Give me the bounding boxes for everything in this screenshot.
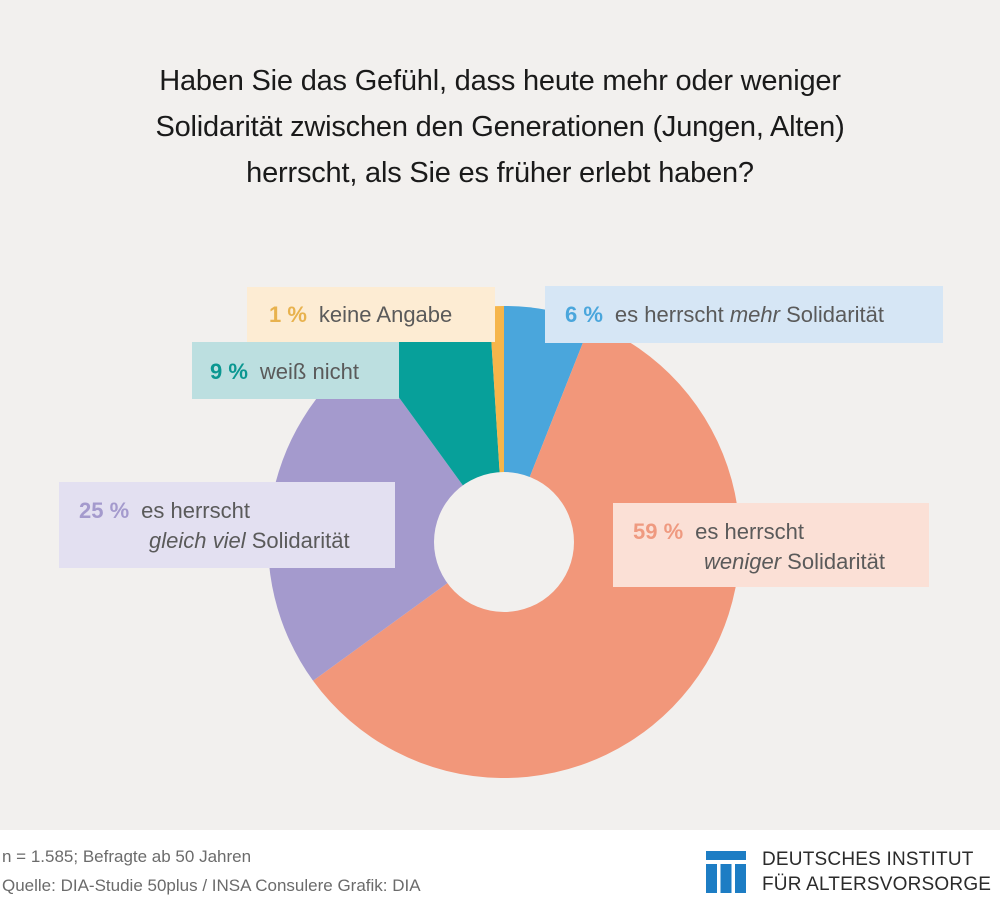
text-gleich-post: Solidarität (245, 528, 350, 553)
text-gleich-em: gleich viel (149, 528, 246, 553)
text-weiss-nicht: weiß nicht (259, 359, 359, 384)
text-weniger-em: weniger (704, 549, 782, 574)
pct-mehr: 6 % (565, 302, 603, 327)
label-mehr-solidaritaet: 6 % es herrscht mehr Solidarität (545, 286, 943, 343)
text-keine-angabe: keine Angabe (318, 302, 453, 327)
label-weiss-nicht: 9 % weiß nicht (192, 342, 399, 399)
title-line: Solidarität zwischen den Generationen (J… (155, 111, 845, 143)
donut-hole (434, 472, 574, 612)
source-note: Quelle: DIA-Studie 50plus / INSA Consule… (2, 876, 421, 895)
text-mehr-post: Solidarität (779, 302, 884, 327)
label-weniger-solidaritaet: 59 % es herrscht weniger Solidarität (613, 503, 929, 587)
chart-title: Haben Sie das Gefühl, dass heute mehr od… (0, 58, 1000, 196)
pct-weniger: 59 % (633, 519, 684, 544)
pct-gleich: 25 % (79, 498, 130, 523)
text-weniger-line2: weniger Solidarität (633, 547, 929, 577)
pct-weiss-nicht: 9 % (210, 359, 248, 384)
text-gleich-line2: gleich viel Solidarität (79, 526, 395, 556)
text-weniger-line1: es herrscht (695, 519, 804, 544)
text-mehr-em: mehr (729, 302, 780, 327)
logo-text-line1: DEUTSCHES INSTITUT (762, 849, 974, 870)
footer (0, 830, 1000, 904)
dia-logo-icon (706, 851, 746, 893)
text-mehr-pre: es herrscht (614, 302, 730, 327)
donut-chart (267, 306, 740, 778)
title-line: herrscht, als Sie es früher erlebt haben… (246, 157, 754, 189)
logo-text-line2: FÜR ALTERSVORSORGE (762, 874, 992, 895)
text-weniger-post: Solidarität (781, 549, 885, 574)
pct-keine-angabe: 1 % (269, 302, 307, 327)
label-keine-angabe: 1 % keine Angabe (247, 287, 495, 342)
sample-note: n = 1.585; Befragte ab 50 Jahren (2, 847, 252, 866)
title-line: Haben Sie das Gefühl, dass heute mehr od… (159, 65, 841, 97)
label-gleich-viel-solidaritaet: 25 % es herrscht gleich viel Solidarität (59, 482, 395, 568)
text-gleich-line1: es herrscht (141, 498, 250, 523)
